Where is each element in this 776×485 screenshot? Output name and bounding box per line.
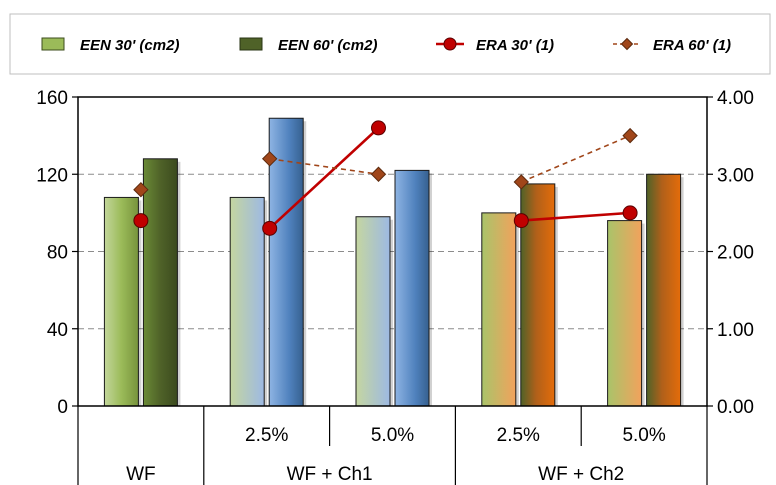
era-60-marker (370, 166, 387, 182)
y-tick-label: 0 (57, 397, 68, 418)
x-sub-label: 5.0% (622, 425, 665, 446)
legend-box (9, 13, 771, 75)
legend-marker (443, 37, 457, 51)
legend-label: EEN 60' (cm2) (278, 37, 377, 54)
y-tick-label: 40 (47, 320, 68, 341)
bar-een-30 (607, 220, 643, 407)
era-30-marker (513, 213, 529, 229)
x-group-label: WF + Ch1 (287, 464, 373, 485)
y-tick-label: 160 (36, 88, 68, 109)
legend-swatch (41, 37, 65, 51)
era-30-marker (371, 120, 386, 136)
legend-label: ERA 30' (1) (476, 37, 554, 54)
y2-tick-label: 3.00 (717, 165, 754, 186)
era-30-marker (262, 220, 278, 236)
bar-een-30 (229, 196, 265, 407)
y-tick-label: 120 (36, 165, 68, 186)
era-30-marker (133, 213, 149, 229)
x-axis: 2.5% 5.0% 2.5% 5.0% WF WF + Ch1 WF + Ch2 (77, 406, 708, 485)
era-30-line (268, 126, 380, 230)
era-60-marker (133, 181, 149, 198)
x-group-label: WF + Ch2 (538, 464, 624, 485)
bar-een-60 (394, 169, 430, 407)
x-group-label: WF (126, 464, 156, 485)
legend: EEN 30' (cm2) EEN 60' (cm2) ERA 30' (1) ERA… (41, 37, 731, 54)
y-axis-right: 0.00 1.00 2.00 3.00 4.00 (707, 88, 754, 418)
bar-een-30 (355, 216, 391, 407)
y2-tick-label: 2.00 (717, 243, 754, 264)
x-sub-label: 2.5% (497, 425, 540, 446)
legend-marker (620, 37, 634, 51)
y2-tick-label: 0.00 (717, 397, 754, 418)
era-60-marker (261, 151, 278, 167)
era-60-marker (622, 127, 638, 144)
x-sub-label: 5.0% (371, 425, 414, 446)
y2-tick-label: 4.00 (717, 88, 754, 109)
lines (133, 120, 638, 236)
legend-label: EEN 30' (cm2) (80, 37, 179, 54)
y-axis-left: 0 40 80 120 160 (36, 88, 78, 418)
y2-tick-label: 1.00 (717, 320, 754, 341)
legend-swatch (239, 37, 263, 51)
bars (103, 117, 684, 407)
bar-een-30 (103, 196, 139, 407)
era-60-line (269, 158, 379, 176)
bar-een-60 (268, 117, 304, 407)
era-30-marker (622, 205, 638, 221)
era-60-marker (513, 174, 530, 190)
gridlines (78, 173, 707, 330)
legend-label: ERA 60' (1) (653, 37, 731, 54)
bar-een-60 (646, 173, 682, 407)
bar-een-30 (481, 212, 517, 407)
era-30-line (521, 211, 631, 222)
x-sub-label: 2.5% (245, 425, 288, 446)
era-60-line (520, 134, 631, 183)
y-tick-label: 80 (47, 243, 68, 264)
bar-een-60 (142, 158, 178, 407)
